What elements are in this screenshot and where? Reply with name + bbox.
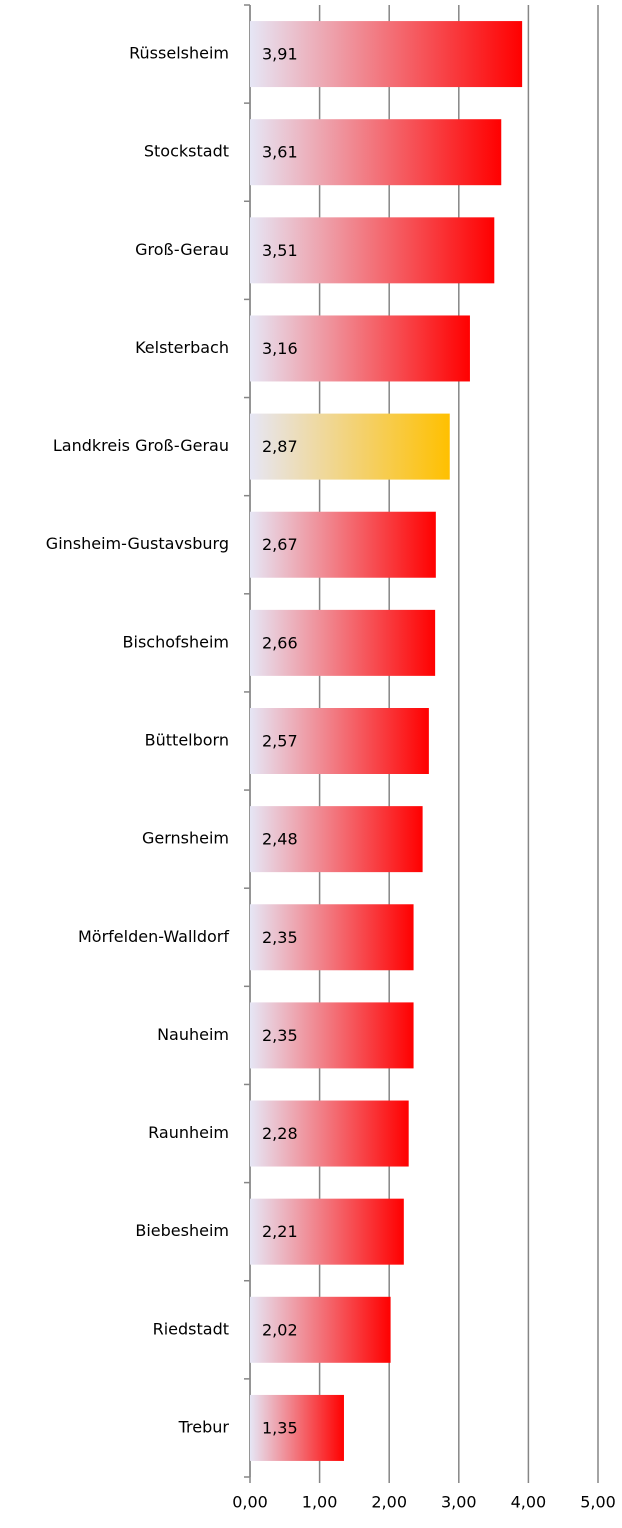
value-label: 3,16	[262, 339, 298, 358]
x-tick-label: 5,00	[580, 1493, 616, 1512]
value-label: 2,57	[262, 732, 298, 751]
bar	[250, 1100, 409, 1167]
bar	[250, 708, 429, 774]
bar	[250, 806, 423, 873]
x-tick-label: 0,00	[232, 1493, 268, 1512]
value-label: 2,66	[262, 633, 298, 652]
value-label: 3,91	[262, 45, 298, 64]
bar	[250, 413, 450, 480]
value-label: 2,67	[262, 535, 298, 554]
y-tick-label: Riedstadt	[153, 1319, 229, 1338]
y-tick-label: Trebur	[178, 1417, 230, 1436]
value-label: 2,35	[262, 1026, 298, 1045]
bar	[250, 609, 436, 676]
y-tick-label: Rüsselsheim	[129, 44, 229, 63]
value-label: 2,02	[262, 1320, 298, 1339]
bar	[250, 1296, 391, 1363]
bar	[250, 1198, 404, 1265]
y-tick-label: Raunheim	[148, 1123, 229, 1142]
x-tick-label: 4,00	[511, 1493, 547, 1512]
y-tick-label: Bischofsheim	[123, 632, 229, 651]
y-tick-label: Gernsheim	[142, 829, 229, 848]
bar	[250, 1394, 344, 1461]
y-tick-label: Landkreis Groß-Gerau	[53, 436, 229, 455]
value-label: 3,51	[262, 241, 298, 260]
value-label: 2,87	[262, 437, 298, 456]
value-label: 3,61	[262, 143, 298, 162]
value-label: 2,35	[262, 928, 298, 947]
y-tick-label: Büttelborn	[145, 731, 229, 750]
bar	[250, 1002, 414, 1069]
bar	[250, 511, 436, 578]
x-tick-label: 2,00	[371, 1493, 407, 1512]
x-tick-label: 3,00	[441, 1493, 477, 1512]
y-tick-label: Kelsterbach	[135, 338, 229, 357]
x-tick-label: 1,00	[302, 1493, 338, 1512]
bar	[250, 119, 502, 186]
bar	[250, 21, 523, 88]
bar	[250, 904, 414, 971]
y-tick-label: Mörfelden-Walldorf	[78, 927, 229, 946]
bar	[250, 315, 470, 382]
value-label: 2,28	[262, 1124, 298, 1143]
y-tick-label: Biebesheim	[135, 1221, 229, 1240]
y-tick-label: Nauheim	[157, 1025, 229, 1044]
y-tick-label: Groß-Gerau	[135, 240, 229, 259]
value-label: 2,48	[262, 830, 298, 849]
y-tick-label: Ginsheim-Gustavsburg	[46, 534, 229, 553]
value-label: 1,35	[262, 1418, 298, 1437]
value-label: 2,21	[262, 1222, 298, 1241]
bar	[250, 217, 495, 284]
y-tick-label: Stockstadt	[144, 142, 229, 161]
